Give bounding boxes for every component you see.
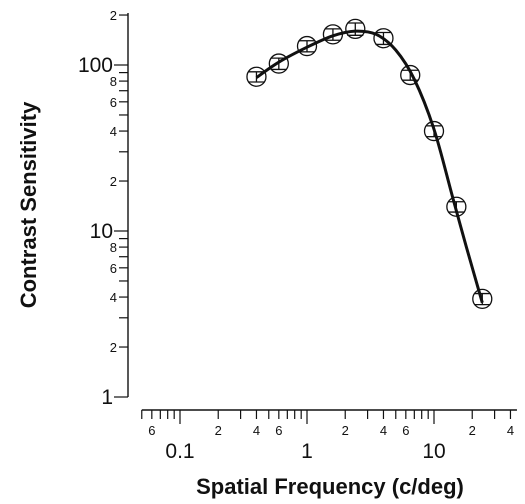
y-minor-tick-label: 4 — [110, 124, 117, 139]
data-point — [446, 196, 467, 217]
data-points-layer — [246, 18, 493, 310]
data-marker — [322, 24, 344, 45]
data-marker — [472, 288, 493, 310]
data-marker — [345, 18, 366, 40]
x-major-tick-label: 1 — [301, 440, 313, 463]
y-minor-tick-label: 2 — [110, 340, 117, 355]
data-point — [296, 35, 318, 57]
y-major-tick-label: 1 — [101, 386, 113, 409]
data-marker — [296, 35, 318, 57]
data-point — [472, 288, 493, 310]
x-minor-tick-label: 4 — [380, 423, 387, 438]
data-marker — [268, 53, 289, 74]
y-minor-tick-label: 2 — [110, 174, 117, 189]
x-minor-tick-label: 6 — [275, 423, 282, 438]
x-minor-tick-label: 2 — [342, 423, 349, 438]
y-minor-tick-label: 8 — [110, 240, 117, 255]
data-point — [345, 18, 366, 40]
fit-curve-layer — [255, 29, 484, 304]
x-major-tick-label: 0.1 — [165, 440, 194, 463]
y-minor-tick-label: 6 — [110, 261, 117, 276]
x-minor-tick-label: 6 — [402, 423, 409, 438]
y-minor-tick-label: 6 — [110, 95, 117, 110]
data-point — [268, 53, 289, 74]
y-axis-title: Contrast Sensitivity — [16, 101, 41, 308]
data-point — [373, 28, 394, 49]
x-minor-tick-label: 6 — [148, 423, 155, 438]
data-marker — [373, 28, 394, 49]
data-marker — [423, 120, 445, 142]
y-major-tick-label: 10 — [90, 220, 113, 243]
data-marker — [400, 64, 421, 86]
fit-curve — [255, 29, 484, 304]
data-point — [400, 64, 421, 86]
data-point — [246, 66, 267, 87]
y-major-tick-label: 100 — [78, 54, 113, 77]
x-minor-tick-label: 2 — [215, 423, 222, 438]
x-minor-tick-label: 4 — [507, 423, 514, 438]
x-axis-title: Spatial Frequency (c/deg) — [196, 474, 464, 499]
data-marker — [446, 196, 467, 217]
data-point — [322, 24, 344, 45]
x-minor-tick-label: 4 — [253, 423, 260, 438]
data-marker — [246, 66, 267, 87]
y-minor-tick-label: 4 — [110, 290, 117, 305]
y-minor-tick-label: 8 — [110, 74, 117, 89]
x-major-tick-label: 10 — [422, 440, 445, 463]
data-point — [423, 120, 445, 142]
y-minor-tick-label: 2 — [110, 8, 117, 23]
x-minor-tick-label: 2 — [469, 423, 476, 438]
